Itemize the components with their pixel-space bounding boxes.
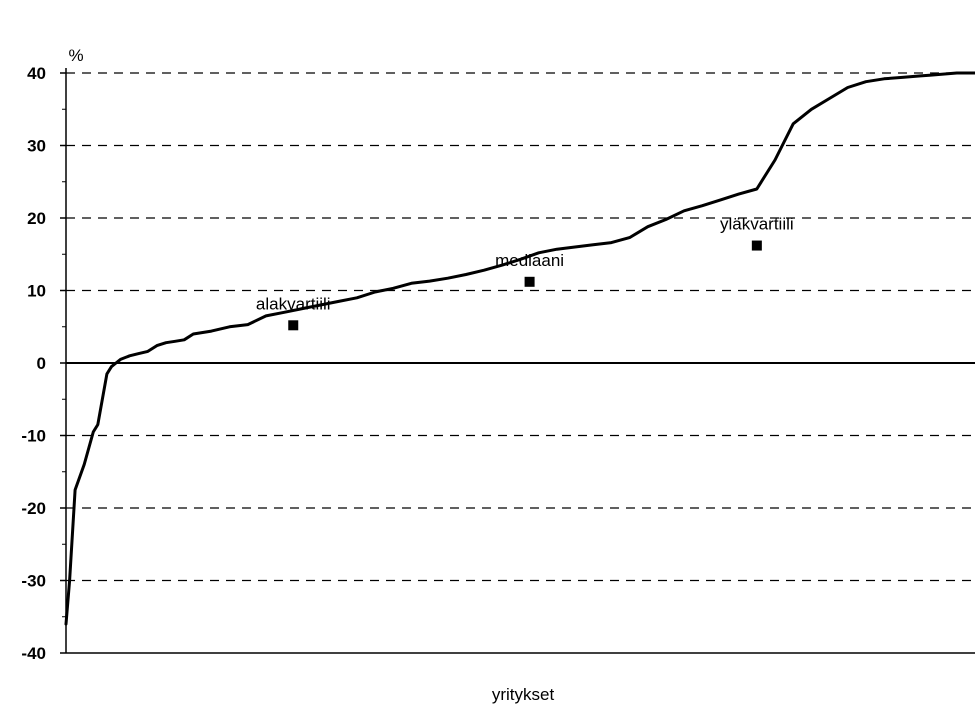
annotation-label: alakvartiili — [256, 294, 331, 313]
x-axis-label: yritykset — [492, 685, 555, 704]
quartile-marker — [288, 320, 299, 331]
quartile-marker — [751, 240, 762, 251]
y-tick-label: -20 — [21, 499, 46, 518]
y-tick-label: 10 — [27, 282, 46, 301]
y-ticks: 40 30 20 10 0 -10 -20 -30 -40 — [21, 64, 66, 663]
quartile-marker — [524, 276, 535, 287]
y-axis-label: % — [68, 46, 83, 65]
y-tick-label: -30 — [21, 572, 46, 591]
y-tick-label: 0 — [37, 354, 46, 373]
annotation-label: mediaani — [495, 251, 564, 270]
quartile-annotations: alakvartiili mediaani yläkvartiili — [256, 215, 794, 331]
series-line — [64, 71, 975, 626]
y-tick-label: 20 — [27, 209, 46, 228]
y-tick-label: -40 — [21, 644, 46, 663]
annotation-label: yläkvartiili — [720, 215, 794, 234]
gridlines — [66, 72, 975, 582]
y-tick-label: -10 — [21, 427, 46, 446]
y-tick-label: 40 — [27, 64, 46, 83]
y-tick-label: 30 — [27, 137, 46, 156]
